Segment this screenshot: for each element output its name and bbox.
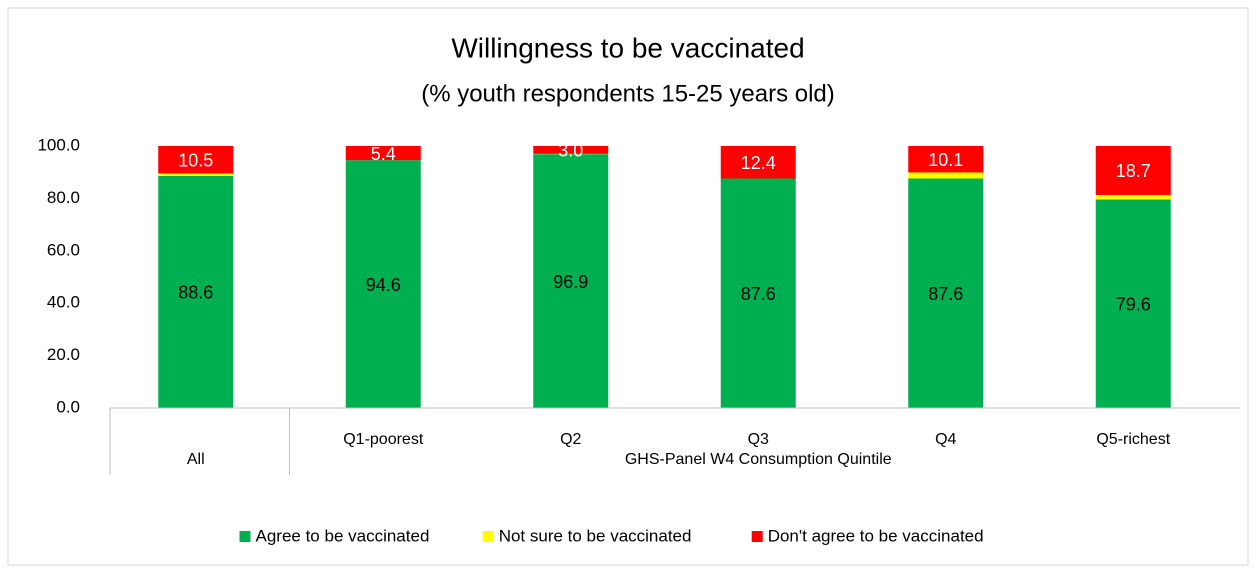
bar-segment [533, 154, 609, 408]
y-tick-label: 40.0 [47, 293, 80, 312]
data-label: 87.6 [741, 284, 776, 304]
data-label: 94.6 [366, 275, 401, 295]
x-tick-label: Q1-poorest [343, 431, 424, 448]
chart-title: Willingness to be vaccinated [451, 32, 804, 63]
bar-segment [720, 178, 796, 408]
bar-segment [345, 160, 421, 408]
data-label: 3.0 [558, 141, 583, 161]
category-group-label: All [187, 451, 205, 468]
bar-segment [1095, 199, 1171, 408]
legend-swatch [239, 531, 251, 542]
data-label: 12.4 [741, 153, 776, 173]
y-tick-label: 0.0 [56, 397, 80, 416]
y-tick-label: 20.0 [47, 345, 80, 364]
y-tick-label: 100.0 [37, 135, 80, 154]
data-label: 10.1 [928, 150, 963, 170]
legend-label: Don't agree to be vaccinated [768, 526, 984, 545]
bar-segment [158, 146, 234, 174]
bar-segment [1095, 146, 1171, 195]
x-tick-label: Q4 [935, 431, 956, 448]
legend-label: Not sure to be vaccinated [499, 526, 692, 545]
data-label: 18.7 [1116, 161, 1151, 181]
data-label: 10.5 [178, 151, 213, 171]
legend-label: Agree to be vaccinated [256, 526, 430, 545]
bar-segment [158, 175, 234, 408]
bar-segment [1095, 194, 1171, 200]
y-tick-label: 80.0 [47, 188, 80, 207]
legend-swatch [751, 531, 763, 542]
data-label: 87.6 [928, 284, 963, 304]
bar-segment [720, 146, 796, 179]
bar-segment [908, 172, 984, 179]
data-label: 79.6 [1116, 294, 1151, 314]
y-tick-label: 60.0 [47, 240, 80, 259]
bar-segment [158, 173, 234, 176]
bar-segment [533, 146, 609, 154]
bar-segment [908, 146, 984, 173]
chart-subtitle: (% youth respondents 15-25 years old) [421, 80, 835, 107]
bar-segment [345, 146, 421, 161]
x-tick-label: Q2 [560, 431, 581, 448]
data-label: 96.9 [553, 272, 588, 292]
x-tick-label: Q3 [748, 431, 769, 448]
data-label: 88.6 [178, 283, 213, 303]
x-tick-label: Q5-richest [1096, 431, 1170, 448]
data-label: 5.4 [371, 144, 396, 164]
bar-segment [908, 178, 984, 408]
legend-swatch [482, 531, 494, 542]
category-group-label: GHS-Panel W4 Consumption Quintile [625, 451, 892, 468]
